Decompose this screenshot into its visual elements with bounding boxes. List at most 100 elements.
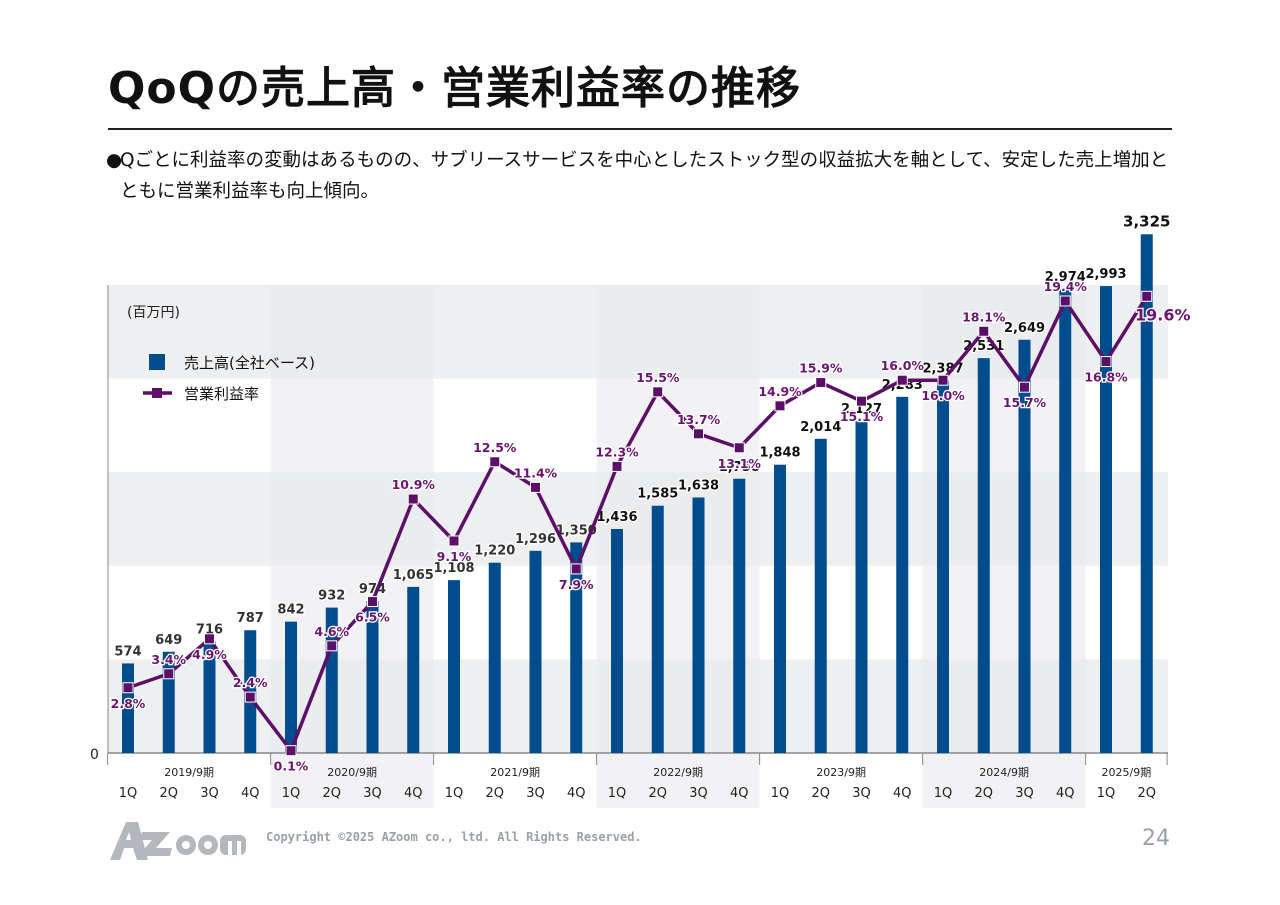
year-label: 2023/9期 xyxy=(816,766,866,779)
revenue-bar xyxy=(1100,286,1112,753)
revenue-bar xyxy=(611,528,623,753)
revenue-data-label: 1,108 xyxy=(433,561,474,576)
quarter-label: 3Q xyxy=(363,786,382,801)
revenue-data-label: 974 xyxy=(359,582,386,597)
year-label: 2021/9期 xyxy=(490,766,540,779)
quarter-label: 2Q xyxy=(811,786,830,801)
margin-line xyxy=(127,295,1149,753)
bullet-marker: ● xyxy=(106,150,123,171)
quarter-label: 3Q xyxy=(852,786,871,801)
revenue-bar xyxy=(285,621,297,753)
margin-data-label: 3.4% xyxy=(151,652,186,667)
margin-marker xyxy=(1100,356,1112,368)
margin-marker xyxy=(652,386,664,398)
margin-marker xyxy=(367,596,378,608)
margin-marker xyxy=(163,668,175,680)
margin-marker xyxy=(244,691,256,703)
legend-line-marker xyxy=(152,388,162,398)
revenue-data-label: 2,993 xyxy=(1085,267,1126,282)
margin-data-label: 19.6% xyxy=(1135,305,1191,324)
quarter-label: 3Q xyxy=(1015,786,1034,801)
margin-marker xyxy=(1141,290,1153,302)
quarter-label: 3Q xyxy=(200,786,219,801)
quarter-label: 1Q xyxy=(445,786,464,801)
quarter-label: 1Q xyxy=(934,786,953,801)
quarter-label: 4Q xyxy=(730,786,749,801)
margin-data-label: 15.5% xyxy=(636,370,680,385)
margin-marker xyxy=(937,374,949,386)
margin-marker xyxy=(815,377,827,389)
revenue-data-label: 1,848 xyxy=(759,446,800,461)
margin-marker xyxy=(530,481,541,493)
revenue-data-label: 1,638 xyxy=(678,478,719,493)
legend-bar-swatch xyxy=(149,354,165,370)
summary-text: Qごとに利益率の変動はあるものの、サブリースサービスを中心としたストック型の収益… xyxy=(120,150,1169,202)
revenue-bar xyxy=(1140,234,1153,754)
revenue-data-label: 649 xyxy=(155,633,182,648)
margin-data-label: 7.9% xyxy=(559,577,594,592)
margin-marker xyxy=(856,395,867,407)
margin-marker xyxy=(448,535,460,547)
margin-data-label: 6.5% xyxy=(355,610,390,625)
quarter-label: 2Q xyxy=(1137,786,1156,801)
copyright-text: Copyright ©2025 AZoom co., ltd. All Righ… xyxy=(266,830,642,844)
quarter-label: 4Q xyxy=(241,786,260,801)
margin-marker xyxy=(896,374,908,386)
margin-data-label: 19.4% xyxy=(1044,279,1088,294)
margin-data-label: 13.1% xyxy=(718,456,762,471)
revenue-bar xyxy=(529,550,542,753)
revenue-bar xyxy=(366,601,379,753)
revenue-bar xyxy=(937,380,949,753)
revenue-bar xyxy=(1018,339,1031,753)
revenue-data-label: 2,014 xyxy=(800,420,841,435)
quarter-label: 2Q xyxy=(648,786,667,801)
revenue-bar xyxy=(774,464,786,753)
quarter-label: 3Q xyxy=(689,786,708,801)
margin-marker xyxy=(733,442,745,454)
page-number: 24 xyxy=(1142,826,1170,851)
year-label: 2019/9期 xyxy=(164,766,214,779)
unit-label: (百万円) xyxy=(127,305,180,321)
margin-data-label: 12.5% xyxy=(473,440,517,455)
margin-marker xyxy=(774,400,786,412)
quarter-label: 2Q xyxy=(322,786,341,801)
revenue-data-label: 787 xyxy=(237,611,264,626)
revenue-data-label: 842 xyxy=(277,603,304,618)
title-divider xyxy=(108,128,1172,130)
quarter-label: 2Q xyxy=(974,786,993,801)
quarter-label: 2Q xyxy=(485,786,504,801)
margin-marker xyxy=(489,456,501,468)
year-label: 2020/9期 xyxy=(327,766,377,779)
margin-marker xyxy=(407,493,419,505)
revenue-data-label: 3,325 xyxy=(1123,212,1170,230)
revenue-data-label: 716 xyxy=(196,622,223,637)
revenue-data-label: 2,127 xyxy=(841,402,882,417)
quarter-label: 1Q xyxy=(282,786,301,801)
quarter-label: 1Q xyxy=(1097,786,1116,801)
revenue-bar xyxy=(977,358,990,753)
revenue-bar xyxy=(651,505,664,753)
margin-data-label: 12.3% xyxy=(595,444,639,459)
quarter-label: 3Q xyxy=(526,786,545,801)
margin-data-label: 4.9% xyxy=(192,647,227,662)
margin-marker xyxy=(1059,295,1071,307)
summary-bullet: ● Qごとに利益率の変動はあるものの、サブリースサービスを中心としたストック型の… xyxy=(106,145,1186,207)
margin-data-label: 18.1% xyxy=(962,309,1006,324)
revenue-data-label: 574 xyxy=(114,644,141,659)
revenue-data-label: 2,974 xyxy=(1045,270,1086,285)
revenue-data-label: 1,758 xyxy=(719,460,760,475)
revenue-bar xyxy=(448,580,460,753)
quarter-label: 1Q xyxy=(608,786,627,801)
revenue-bar xyxy=(407,586,420,753)
quarter-label: 4Q xyxy=(1056,786,1075,801)
margin-data-label: 16.0% xyxy=(921,388,965,403)
legend-line-label: 営業利益率 xyxy=(184,385,259,403)
margin-marker xyxy=(978,325,990,337)
margin-marker xyxy=(285,745,297,757)
revenue-bar xyxy=(488,562,501,753)
margin-marker xyxy=(693,428,704,440)
revenue-bar xyxy=(570,542,583,753)
quarter-label: 1Q xyxy=(771,786,790,801)
revenue-bar xyxy=(814,438,827,753)
